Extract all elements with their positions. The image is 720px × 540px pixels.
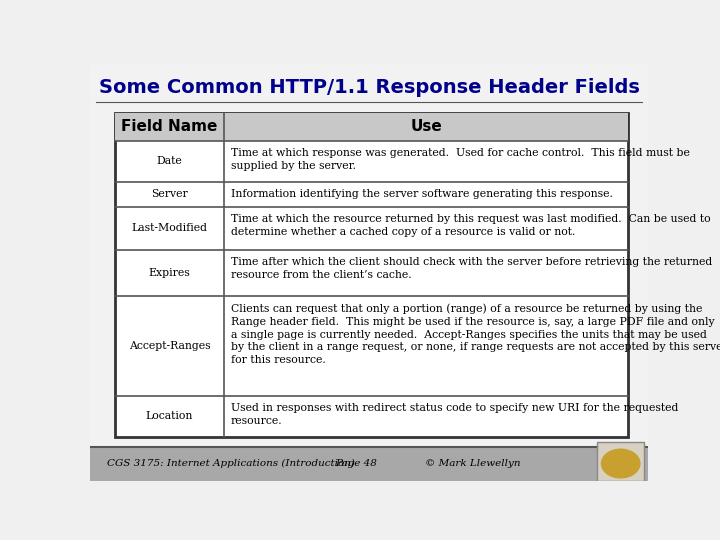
Text: Information identifying the server software generating this response.: Information identifying the server softw… (230, 190, 613, 199)
Text: Server: Server (151, 190, 188, 199)
Text: Expires: Expires (148, 268, 190, 278)
Text: Use: Use (410, 119, 442, 134)
Text: Some Common HTTP/1.1 Response Header Fields: Some Common HTTP/1.1 Response Header Fie… (99, 78, 639, 97)
Circle shape (601, 449, 640, 478)
Text: Time after which the client should check with the server before retrieving the r: Time after which the client should check… (230, 257, 712, 280)
Text: CGS 3175: Internet Applications (Introduction): CGS 3175: Internet Applications (Introdu… (107, 459, 355, 468)
Text: Last-Modified: Last-Modified (132, 223, 207, 233)
Bar (115, 113, 629, 141)
Text: Time at which response was generated.  Used for cache control.  This field must : Time at which response was generated. Us… (230, 148, 690, 171)
Text: © Mark Llewellyn: © Mark Llewellyn (425, 459, 521, 468)
Text: Date: Date (157, 157, 182, 166)
Text: Time at which the resource returned by this request was last modified.  Can be u: Time at which the resource returned by t… (230, 214, 710, 237)
Text: Location: Location (146, 411, 193, 421)
Text: Clients can request that only a portion (range) of a resource be returned by usi: Clients can request that only a portion … (230, 303, 720, 365)
Bar (597, 442, 644, 481)
Bar (90, 447, 648, 481)
Text: Field Name: Field Name (122, 119, 217, 134)
Text: Page 48: Page 48 (336, 459, 377, 468)
Bar (115, 113, 629, 437)
Text: Used in responses with redirect status code to specify new URI for the requested: Used in responses with redirect status c… (230, 403, 678, 426)
Text: Accept-Ranges: Accept-Ranges (129, 341, 210, 351)
